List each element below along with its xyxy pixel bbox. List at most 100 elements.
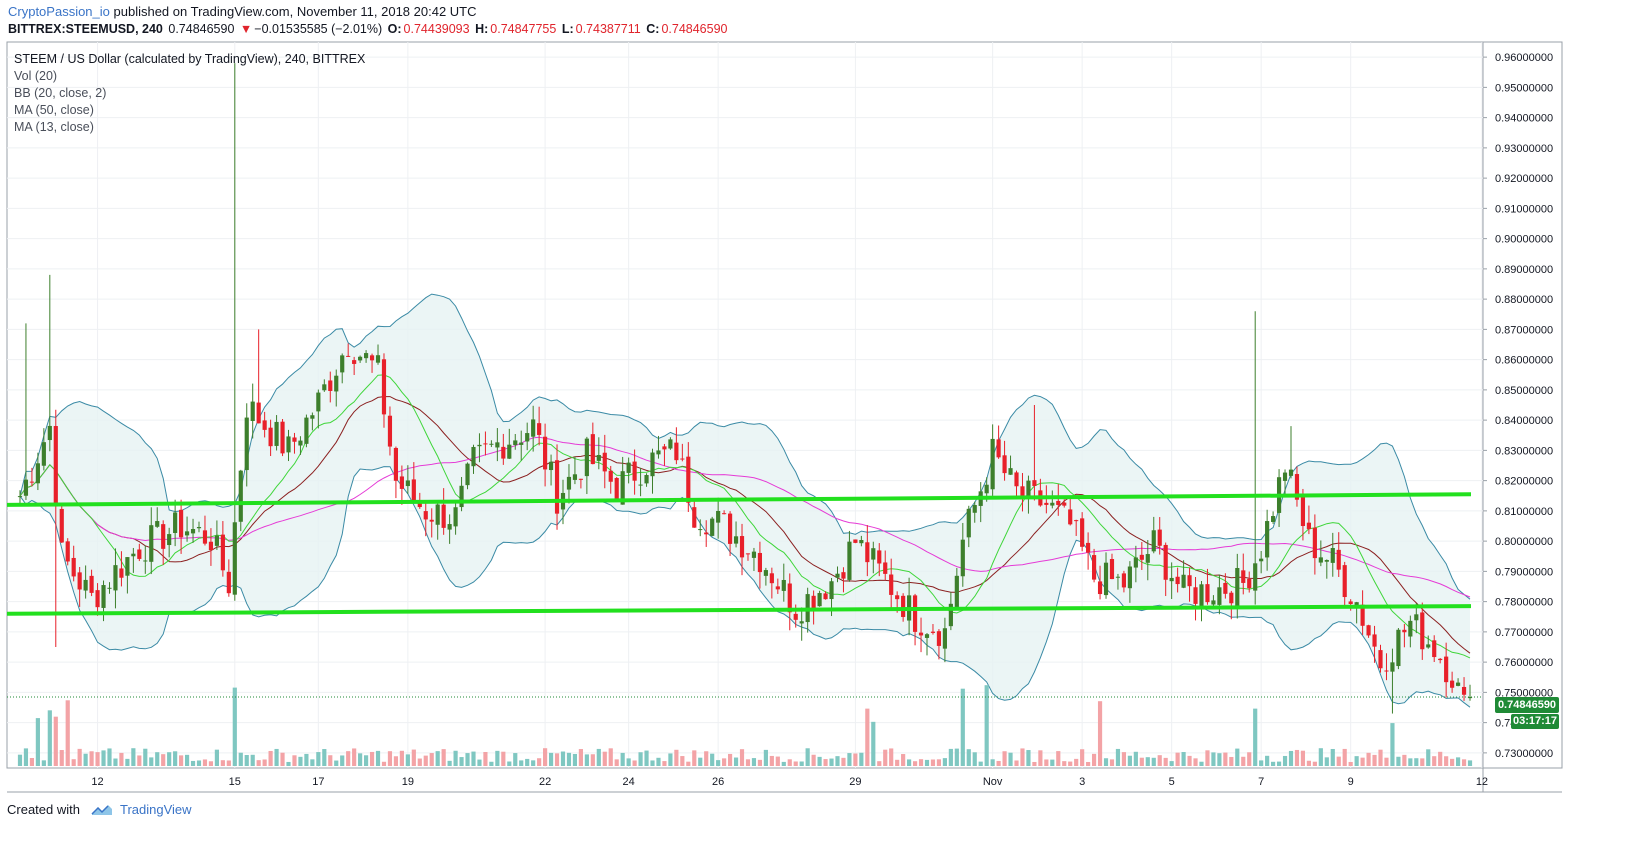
candle-body: [1139, 554, 1144, 560]
candle-body: [847, 541, 852, 580]
volume-bar: [1318, 748, 1323, 766]
legend-bb[interactable]: BB (20, close, 2): [14, 86, 107, 100]
candle-body: [859, 540, 864, 544]
candle-body: [1032, 480, 1037, 486]
volume-bar: [1300, 750, 1306, 766]
x-tick-label: 17: [312, 776, 324, 788]
candle-body: [238, 470, 243, 522]
volume-bar: [1086, 761, 1091, 766]
legend-title: STEEM / US Dollar (calculated by Trading…: [14, 52, 366, 66]
candle-body: [704, 532, 709, 535]
candle-body: [59, 508, 64, 543]
volume-bar: [1408, 758, 1413, 766]
support-line: [6, 492, 1472, 507]
tradingview-brand-link[interactable]: TradingView: [119, 802, 192, 817]
candle-body: [143, 560, 148, 562]
volume-bar: [173, 751, 178, 766]
candle-body: [29, 481, 35, 483]
candle-body: [1408, 620, 1413, 637]
candle-body: [137, 549, 142, 559]
bollinger-lower-line: [19, 466, 1471, 708]
volume-bar: [1145, 757, 1150, 766]
volume-bar: [1151, 757, 1156, 766]
candle-body: [566, 476, 572, 490]
volume-bar: [560, 751, 566, 766]
y-tick-label: 0.88000000: [1495, 294, 1553, 306]
volume-bar: [739, 749, 745, 766]
candle-body: [1044, 502, 1049, 505]
candle-body: [507, 444, 512, 459]
x-tick-label: 12: [91, 776, 103, 788]
volume-bar: [1103, 758, 1109, 766]
x-tick-label: 12: [1476, 776, 1488, 788]
volume-bar: [674, 749, 679, 766]
candle-body: [1324, 560, 1329, 562]
volume-bar: [889, 748, 894, 766]
volume-bar: [280, 752, 285, 766]
volume-bar: [1074, 758, 1079, 766]
candle-body: [53, 426, 58, 507]
x-tick-label: 29: [849, 776, 861, 788]
volume-bar: [1235, 748, 1240, 766]
candle-body: [268, 427, 273, 447]
volume-bar: [471, 751, 476, 766]
volume-bar: [1056, 751, 1061, 766]
volume-bar: [35, 718, 40, 766]
symbol-name: BITTREX:STEEMUSD, 240: [8, 22, 163, 36]
candle-body: [131, 553, 136, 557]
volume-bar: [554, 753, 560, 766]
candle-body: [369, 355, 375, 361]
volume-bar: [907, 759, 912, 766]
legend-vol[interactable]: Vol (20): [14, 69, 58, 83]
candle-body: [214, 535, 219, 546]
candle-body: [483, 443, 488, 445]
volume-bar: [1241, 756, 1246, 766]
volume-bar: [1360, 757, 1365, 766]
legend-ma13[interactable]: MA (13, close): [14, 120, 94, 134]
candle-body: [173, 512, 178, 533]
volume-bar: [1366, 752, 1371, 766]
candle-body: [739, 536, 745, 558]
volume-bar: [960, 688, 965, 766]
volume-bar: [548, 752, 554, 766]
candle-body: [716, 510, 721, 523]
legend-ma50[interactable]: MA (50, close): [14, 103, 94, 117]
volume-bar: [1336, 756, 1341, 766]
open-value: 0.74439093: [403, 22, 470, 36]
volume-bar: [1175, 752, 1180, 766]
candle-body: [465, 463, 470, 486]
candle-body: [107, 587, 112, 589]
candle-body: [799, 621, 804, 624]
volume-bar: [214, 749, 219, 766]
volume-bar: [584, 754, 589, 766]
y-tick-label: 0.85000000: [1495, 385, 1553, 397]
volume-bar: [304, 753, 309, 766]
candle-body: [280, 421, 285, 454]
author-link[interactable]: CryptoPassion_io: [8, 4, 110, 19]
candle-body: [1211, 600, 1216, 605]
chart-legend: STEEM / US Dollar (calculated by Trading…: [14, 51, 365, 136]
candle-body: [668, 439, 673, 449]
candle-body: [590, 434, 595, 465]
candle-body: [387, 415, 393, 447]
candle-body: [710, 518, 715, 536]
candle-body: [883, 562, 888, 574]
candle-body: [638, 484, 643, 486]
candle-body: [35, 463, 40, 484]
volume-bar: [1306, 760, 1311, 766]
candle-body: [340, 355, 345, 373]
volume-bar: [465, 753, 470, 766]
y-tick-label: 0.80000000: [1495, 536, 1553, 548]
candle-body: [1306, 522, 1311, 530]
candle-body: [167, 534, 172, 546]
candle-body: [453, 507, 458, 527]
volume-bar: [733, 757, 739, 766]
candle-body: [1318, 557, 1323, 563]
candle-body: [495, 442, 500, 448]
volume-bar: [841, 757, 846, 766]
x-tick-label: 5: [1169, 776, 1175, 788]
volume-bar: [143, 748, 148, 766]
plot-frame: [6, 41, 1563, 769]
candle-body: [1103, 562, 1109, 596]
